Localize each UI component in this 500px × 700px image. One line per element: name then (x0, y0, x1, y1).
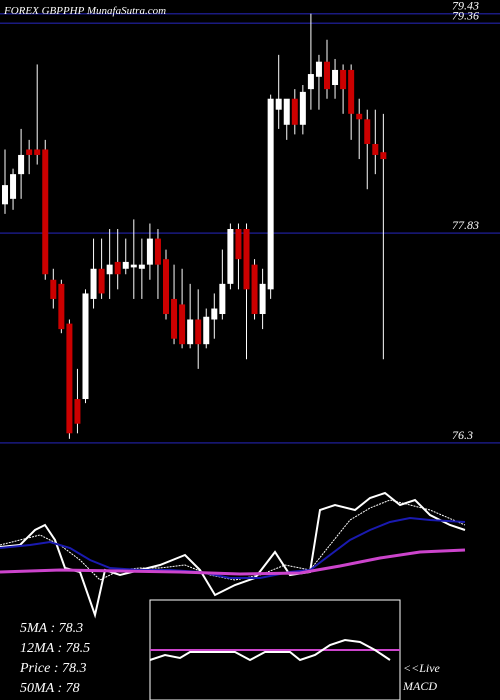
candle-body (364, 119, 371, 144)
candle-body (195, 319, 202, 345)
y-tick-label: 77.83 (452, 218, 479, 232)
candle-body (235, 229, 242, 260)
candle-body (275, 98, 282, 110)
candle-body (114, 261, 121, 275)
candle-body (82, 293, 89, 400)
y-tick-label: 79.43 (452, 0, 479, 13)
candle-body (227, 229, 234, 284)
price-line (0, 491, 466, 619)
candle-body (307, 74, 314, 90)
candle-body (211, 308, 218, 320)
candle-body (219, 283, 226, 315)
candle-body (243, 229, 250, 290)
candle-body (299, 91, 306, 125)
candle-body (259, 283, 266, 315)
candle-body (372, 143, 379, 155)
macd-label: <<Live (403, 661, 441, 675)
candle-body (58, 283, 65, 330)
candle-body (291, 98, 298, 125)
macd-line (149, 638, 391, 662)
candle-body (146, 238, 153, 265)
candle-body (179, 304, 186, 345)
y-tick-label: 79.36 (452, 8, 479, 22)
indicator-label: Price : 78.3 (19, 661, 86, 676)
candle-body (34, 149, 41, 155)
candle-body (50, 279, 57, 299)
indicator-label: 12MA : 78.5 (20, 641, 90, 656)
candle-body (187, 319, 194, 345)
candle-body (18, 154, 25, 175)
candle-body (130, 264, 137, 268)
candle-body (348, 69, 355, 114)
candle-body (74, 399, 81, 424)
ma-long-line (0, 548, 466, 576)
candle-body (340, 69, 347, 90)
y-tick-label: 76.3 (452, 428, 473, 442)
candle-body (283, 98, 290, 125)
candle-body (171, 298, 178, 339)
indicator-label: 50MA : 78 (20, 681, 80, 696)
candle-body (356, 113, 363, 120)
candle-body (90, 268, 97, 299)
candle-body (122, 261, 129, 269)
candle-body (332, 69, 339, 86)
indicator-panel (0, 491, 466, 700)
candle-body (267, 98, 274, 290)
candle-body (26, 149, 33, 155)
candle-body (106, 264, 113, 275)
ma-line (0, 516, 466, 579)
macd-label: MACD (402, 679, 437, 693)
candle-body (163, 259, 169, 315)
candle-body (66, 323, 73, 434)
candle-body (98, 268, 105, 294)
candle-body (315, 61, 322, 77)
candle-body (138, 264, 145, 269)
candle-body (10, 174, 17, 199)
candle-body (42, 149, 49, 275)
candle-body (2, 185, 8, 205)
candle-body (203, 316, 210, 345)
candle-body (251, 264, 258, 315)
candle-body (380, 152, 387, 160)
candle-body (324, 61, 330, 90)
indicator-label: 5MA : 78.3 (20, 621, 83, 636)
chart-title: FOREX GBPPHP MunafaSutra.com (3, 5, 166, 17)
candle-body (154, 238, 161, 265)
